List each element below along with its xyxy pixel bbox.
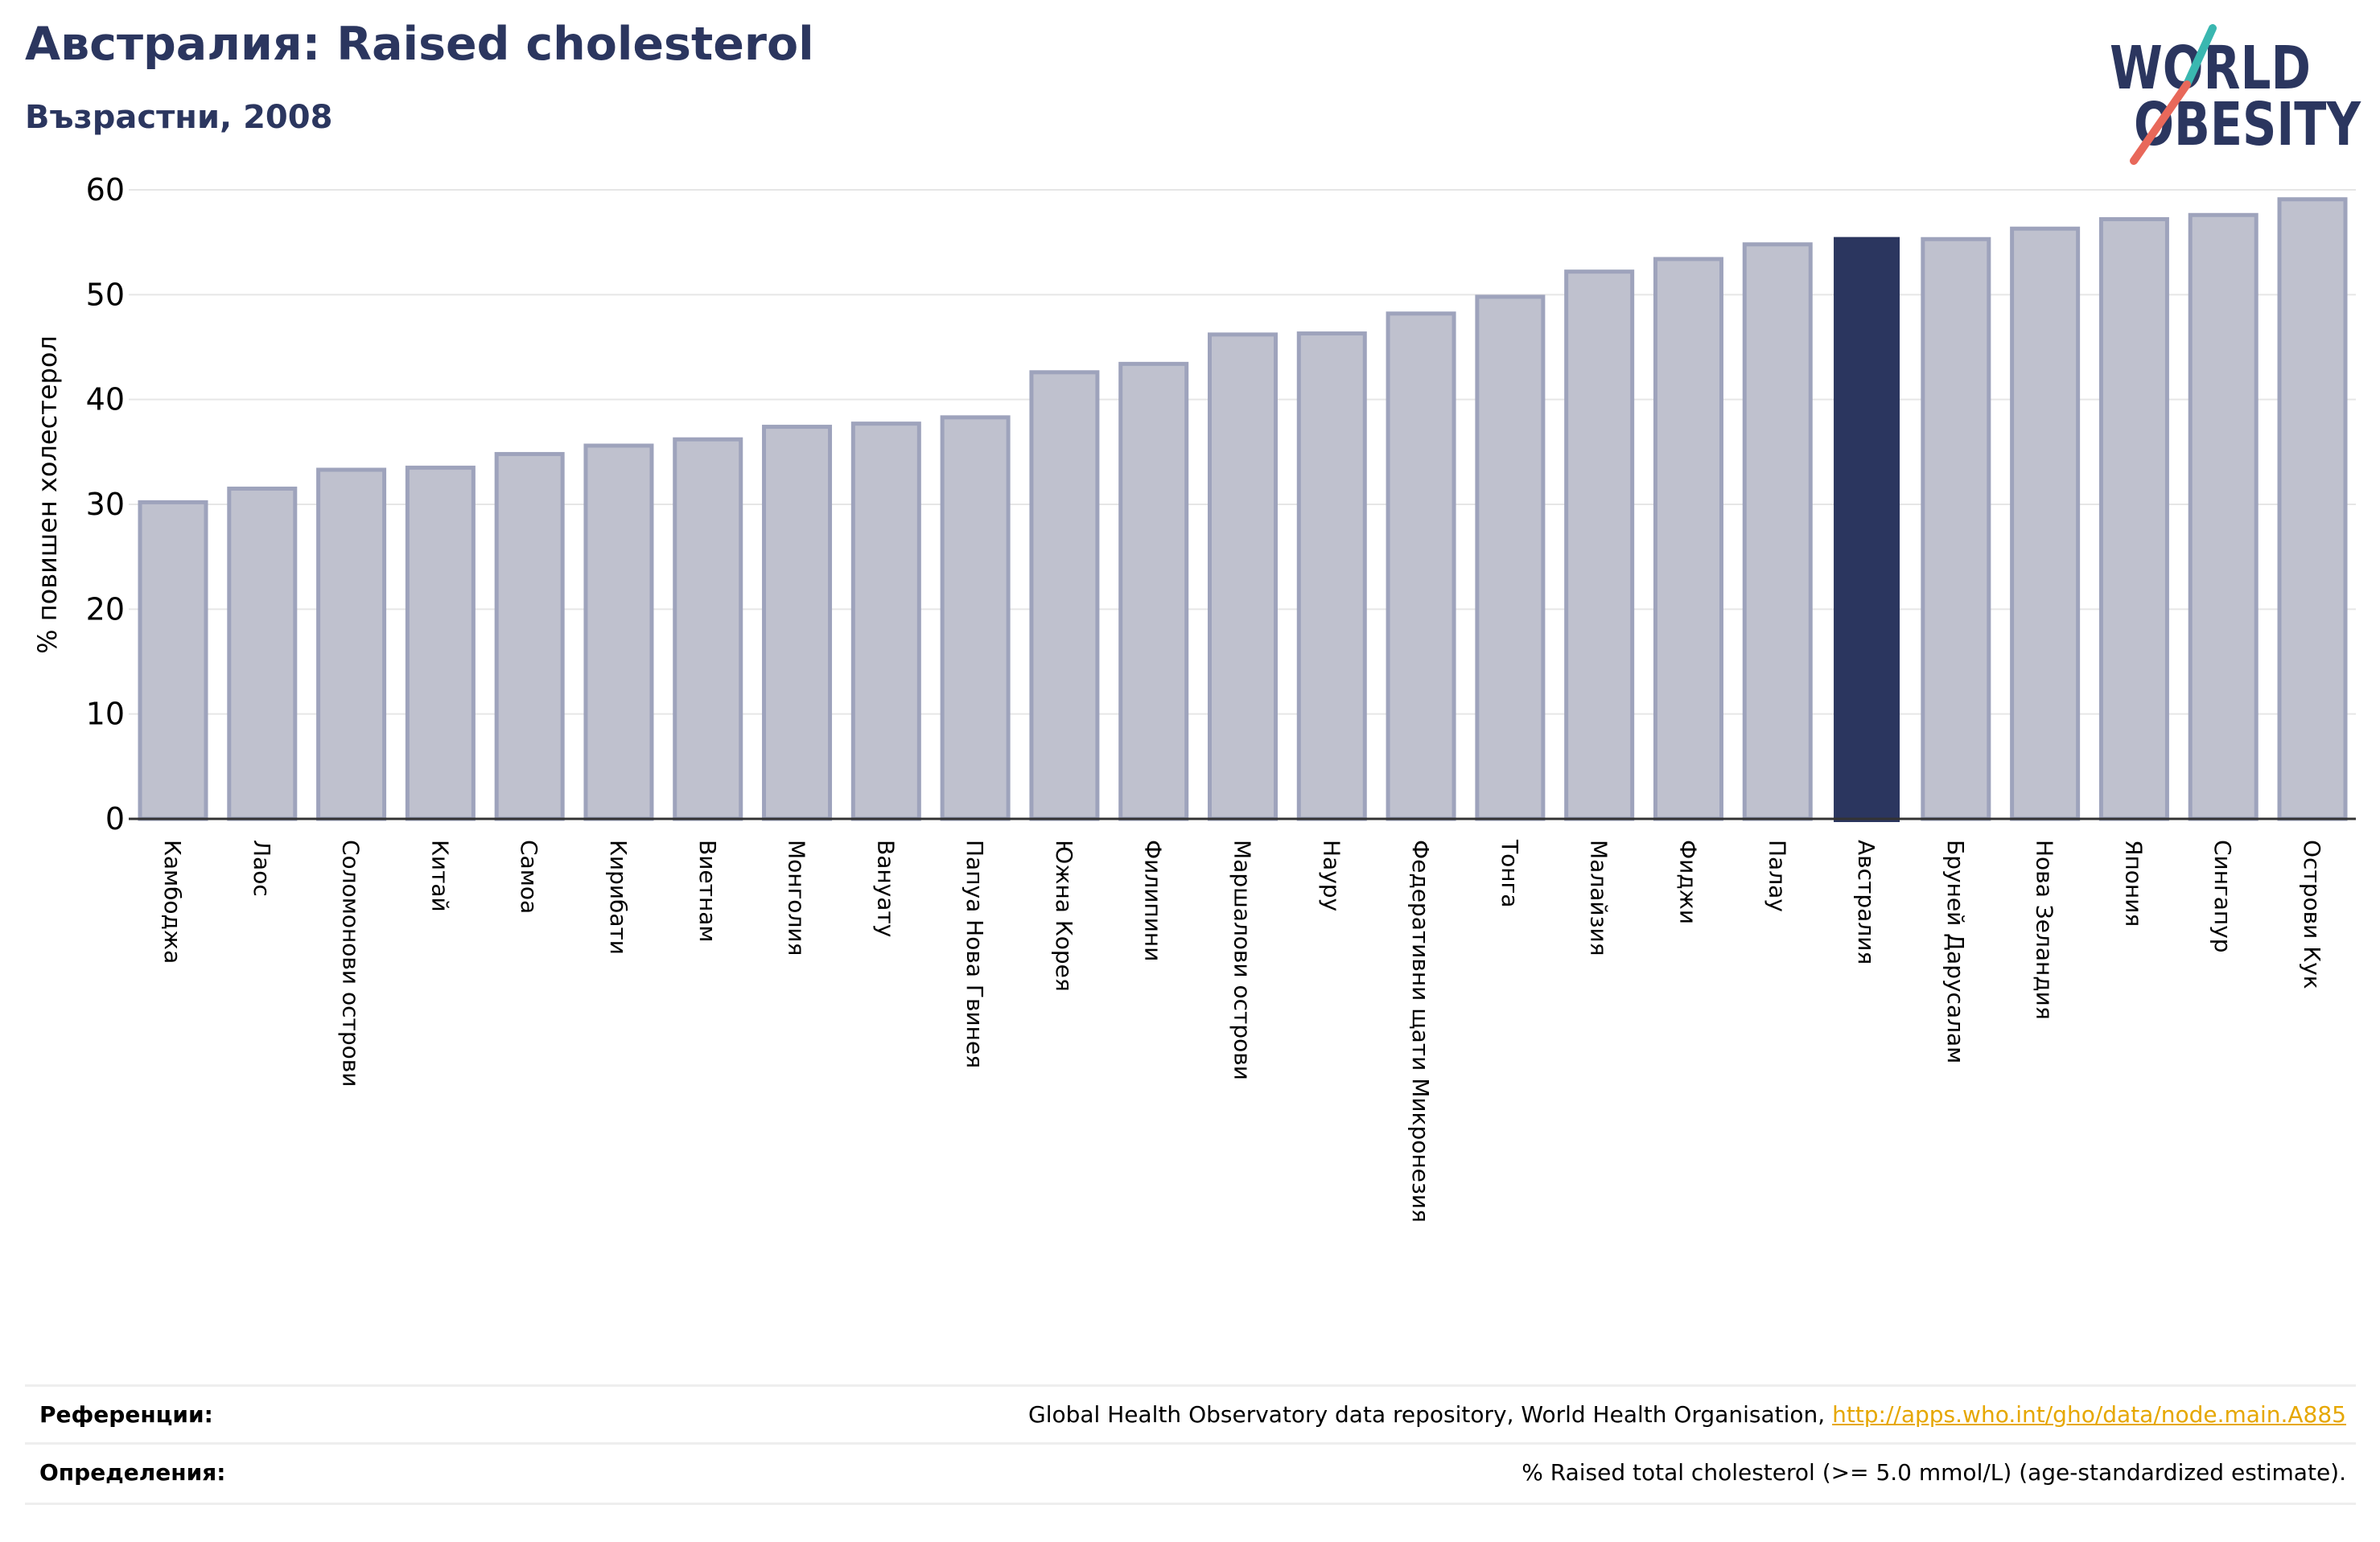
- x-tick-label: Науру: [1318, 840, 1344, 911]
- x-tick-label: Вануату: [872, 840, 899, 937]
- bar-chart: 0 10 20 30 40 50 60 Камбоджа Лаос Соломонови остр…: [32, 172, 2356, 1223]
- y-tick-label: 0: [105, 801, 125, 837]
- x-tick-label: Фиджи: [1674, 840, 1701, 924]
- bar: [673, 437, 743, 821]
- bar: [1029, 370, 1100, 821]
- x-tick-label: Папуа Нова Гвинея: [961, 840, 988, 1068]
- bar: [1564, 269, 1635, 821]
- bar: [1296, 331, 1367, 821]
- page-title: Австралия: Raised cholesterol: [25, 18, 814, 71]
- x-tick-label: Острови Кук: [2299, 840, 2325, 989]
- bar: [1921, 236, 1991, 821]
- x-tick-label: Кирибати: [605, 840, 632, 955]
- bar: [2188, 212, 2259, 821]
- bar: [2277, 197, 2348, 821]
- references-value: Global Health Observatory data repositor…: [1028, 1401, 2346, 1428]
- y-tick-label: 40: [86, 382, 125, 417]
- x-tick-label: Федеративни щати Микронезия: [1407, 840, 1434, 1223]
- bar-highlight: [1834, 236, 1900, 822]
- x-tick-label: Япония: [2120, 840, 2147, 927]
- logo-slash-teal: [2183, 24, 2217, 88]
- bar: [405, 465, 476, 821]
- axis-layer: 0 10 20 30 40 50 60 Камбоджа Лаос Соломонови остр…: [86, 172, 2356, 1223]
- x-tick-label: Монголия: [784, 840, 810, 956]
- bar: [583, 443, 654, 821]
- x-tick-label: Австралия: [1853, 840, 1880, 964]
- bar: [1386, 311, 1456, 821]
- definitions-row: Определения: % Raised total cholesterol …: [25, 1442, 2356, 1505]
- bar: [762, 425, 833, 821]
- definitions-text: % Raised total cholesterol (>= 5.0 mmol/…: [1521, 1459, 2346, 1486]
- y-tick-label: 50: [86, 277, 125, 312]
- x-tick-label: Самоа: [516, 840, 542, 914]
- world-obesity-logo: WORLD OBESITY: [2110, 24, 2361, 165]
- bar: [2010, 226, 2081, 821]
- bar: [1653, 257, 1723, 821]
- page-subtitle: Възрастни, 2008: [25, 99, 333, 136]
- x-tick-label: Соломонови острови: [338, 840, 364, 1087]
- x-tick-label: Южна Корея: [1051, 840, 1077, 992]
- bar: [940, 415, 1011, 821]
- x-tick-label: Тонга: [1497, 839, 1523, 907]
- references-row: Референции: Global Health Observatory da…: [25, 1384, 2356, 1445]
- x-tick-label: Маршалови острови: [1229, 840, 1256, 1080]
- bar: [227, 486, 298, 821]
- bar: [494, 451, 565, 821]
- y-axis-label: % повишен холестерол: [32, 335, 63, 654]
- definitions-label: Определения:: [39, 1459, 226, 1486]
- logo-line-1: WORLD: [2110, 34, 2311, 103]
- y-tick-label: 20: [86, 591, 125, 627]
- x-tick-label: Сингапур: [2209, 840, 2236, 953]
- bar: [850, 421, 921, 821]
- x-tick-label: Нова Зеландия: [2032, 840, 2058, 1020]
- bar-layer: [138, 197, 2348, 822]
- x-tick-label: Лаос: [249, 840, 275, 897]
- y-tick-label: 60: [86, 172, 125, 208]
- bar: [1208, 332, 1278, 821]
- bar: [1475, 294, 1546, 821]
- bar: [1118, 361, 1189, 821]
- references-label: Референции:: [39, 1401, 213, 1428]
- x-tick-label: Малайзия: [1586, 840, 1612, 956]
- x-tick-label: Бруней Дарусалам: [1942, 840, 1969, 1063]
- y-tick-label: 30: [86, 487, 125, 522]
- x-tick-label: Палау: [1764, 840, 1790, 912]
- x-tick-label: Филипини: [1140, 840, 1167, 961]
- bar: [138, 500, 208, 821]
- x-tick-label: Камбоджа: [159, 840, 186, 964]
- references-text: Global Health Observatory data repositor…: [1028, 1401, 1833, 1428]
- references-link[interactable]: http://apps.who.int/gho/data/node.main.A…: [1832, 1401, 2346, 1428]
- x-tick-label: Виетнам: [694, 840, 721, 943]
- logo-slash-red: [2130, 80, 2191, 165]
- bar: [1742, 242, 1813, 821]
- bar: [316, 467, 387, 821]
- y-tick-label: 10: [86, 697, 125, 732]
- x-tick-label: Китай: [426, 840, 453, 912]
- bar: [2098, 216, 2169, 821]
